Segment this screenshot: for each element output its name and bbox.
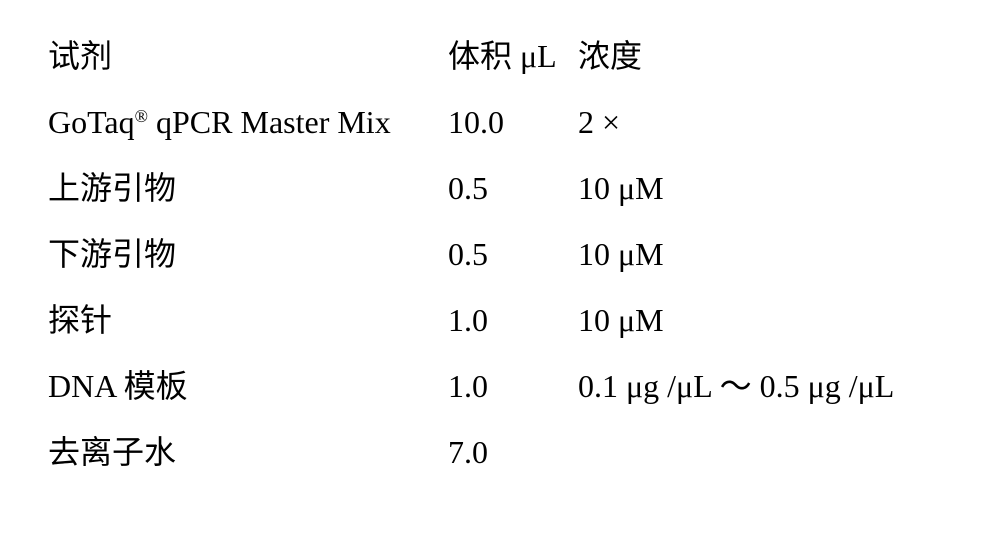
col-header-conc: 浓度 [578,40,894,106]
page-sheet: 试剂 体积 μL 浓度 GoTaq® qPCR Master Mix 10.0 … [0,0,1000,542]
cell-reagent: 探针 [48,304,448,370]
table-row: 上游引物 0.5 10 μM [48,172,894,238]
table-header-row: 试剂 体积 μL 浓度 [48,40,894,106]
col-header-volume: 体积 μL [448,40,578,106]
table-row: 去离子水 7.0 [48,436,894,502]
cell-volume: 7.0 [448,436,578,502]
cell-reagent: 上游引物 [48,172,448,238]
table-row: 探针 1.0 10 μM [48,304,894,370]
cell-reagent: GoTaq® qPCR Master Mix [48,106,448,172]
cell-conc: 2 × [578,106,894,172]
table-row: 下游引物 0.5 10 μM [48,238,894,304]
reagent-name-post: qPCR Master Mix [148,104,391,140]
table-row: DNA 模板 1.0 0.1 μg /μL ～ 0.5 μg /μL [48,370,894,436]
registered-icon: ® [135,106,148,126]
cell-conc: 10 μM [578,304,894,370]
cell-reagent: DNA 模板 [48,370,448,436]
cell-volume: 1.0 [448,304,578,370]
cell-conc [578,436,894,502]
cell-conc: 10 μM [578,172,894,238]
cell-volume: 0.5 [448,172,578,238]
cell-volume: 10.0 [448,106,578,172]
cell-conc: 0.1 μg /μL ～ 0.5 μg /μL [578,370,894,436]
reagent-name-pre: GoTaq [48,104,135,140]
col-header-reagent: 试剂 [48,40,448,106]
cell-reagent: 去离子水 [48,436,448,502]
cell-volume: 1.0 [448,370,578,436]
cell-reagent: 下游引物 [48,238,448,304]
reagent-table: 试剂 体积 μL 浓度 GoTaq® qPCR Master Mix 10.0 … [48,40,894,502]
table-row: GoTaq® qPCR Master Mix 10.0 2 × [48,106,894,172]
cell-volume: 0.5 [448,238,578,304]
cell-conc: 10 μM [578,238,894,304]
